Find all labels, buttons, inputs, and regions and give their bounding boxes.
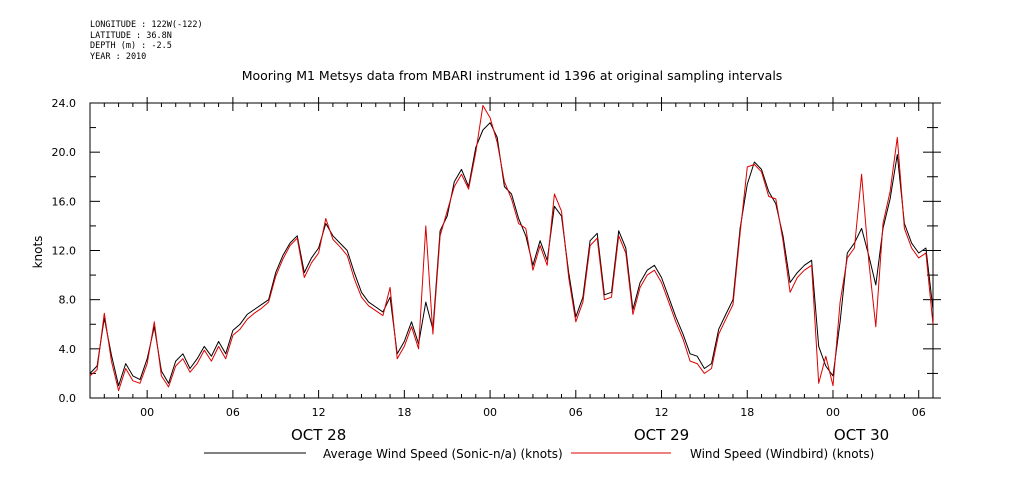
legend-label-1: Average Wind Speed (Sonic-n/a) (knots) [323, 447, 563, 461]
metadata-block: LONGITUDE : 122W(-122) LATITUDE : 36.8N … [90, 20, 203, 62]
x-tick-label: 18 [397, 406, 411, 419]
chart-title: Mooring M1 Metsys data from MBARI instru… [242, 68, 783, 83]
longitude-text: LONGITUDE : 122W(-122) [90, 20, 203, 30]
y-tick-label: 24.0 [52, 97, 77, 110]
x-tick-label: 00 [483, 406, 497, 419]
x-tick-label: 00 [826, 406, 840, 419]
x-tick-label: 00 [140, 406, 154, 419]
date-label: OCT 30 [834, 426, 889, 444]
y-tick-label: 16.0 [52, 195, 77, 208]
x-tick-label: 06 [912, 406, 926, 419]
latitude-text: LATITUDE : 36.8N [90, 30, 172, 41]
year-text: YEAR : 2010 [90, 51, 147, 62]
legend-label-2: Wind Speed (Windbird) (knots) [690, 447, 874, 461]
depth-text: DEPTH (m) : -2.5 [90, 41, 172, 51]
y-tick-label: 20.0 [52, 146, 77, 159]
date-label: OCT 29 [634, 426, 689, 444]
axis-ticks: 0.0 4.0 8.0 12.0 16.0 20.0 24.0 00 06 12 18 00 06 12 1… [52, 97, 941, 444]
y-tick-label: 12.0 [52, 245, 77, 258]
series-line-1 [89, 122, 934, 387]
legend: Average Wind Speed (Sonic-n/a) (knots) Wi… [204, 447, 874, 461]
series-group [89, 105, 934, 392]
x-tick-label: 06 [226, 406, 240, 419]
y-tick-label: 8.0 [59, 294, 77, 307]
y-tick-label: 0.0 [59, 392, 77, 405]
series-line-2 [89, 105, 934, 392]
date-label: OCT 28 [291, 426, 346, 444]
x-tick-label: 12 [655, 406, 669, 419]
x-tick-label: 18 [740, 406, 754, 419]
y-axis-label: knots [31, 236, 45, 269]
x-tick-label: 06 [569, 406, 583, 419]
x-tick-label: 12 [312, 406, 326, 419]
y-tick-label: 4.0 [59, 343, 77, 356]
plot-frame [89, 102, 934, 399]
